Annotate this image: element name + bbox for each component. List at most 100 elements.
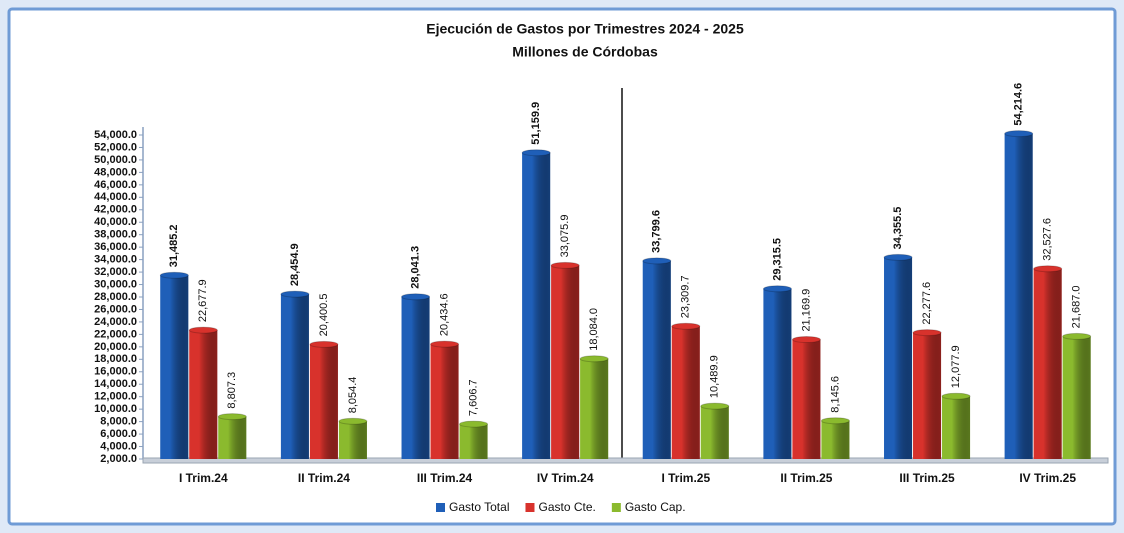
data-label: 32,527.6 (1042, 218, 1054, 261)
data-label: 33,075.9 (559, 215, 571, 258)
bar-top (338, 417, 368, 425)
bar-top (820, 417, 850, 425)
bar (1062, 332, 1092, 459)
y-tick-label: 50,000.0 (94, 154, 137, 166)
bar-shade (821, 420, 850, 459)
bar (671, 322, 701, 459)
bar-top (280, 290, 310, 298)
bar (762, 285, 792, 459)
bar-top (941, 392, 971, 400)
bar (642, 257, 672, 459)
bar (401, 293, 431, 459)
bar (459, 420, 489, 459)
y-tick-label: 42,000.0 (94, 204, 137, 216)
bar-shade (642, 260, 671, 459)
data-label: 31,485.2 (168, 224, 180, 267)
bar-top (791, 336, 821, 344)
bar-shade (459, 424, 488, 459)
x-tick-label: I Trim.24 (179, 471, 228, 485)
data-label: 51,159.9 (530, 102, 542, 145)
data-label: 8,145.6 (829, 376, 841, 413)
bar-shade (942, 396, 971, 459)
bar-top (1004, 130, 1034, 138)
bar-top (309, 340, 339, 348)
data-label: 34,355.5 (892, 207, 904, 250)
bar (159, 271, 189, 459)
bar-top (883, 253, 913, 261)
bar-top (159, 271, 189, 279)
data-label: 7,606.7 (467, 379, 479, 416)
bar-shade (160, 275, 189, 459)
chart-title: Ejecución de Gastos por Trimestres 2024 … (426, 21, 744, 37)
bar (941, 392, 971, 459)
bar (1004, 130, 1034, 459)
bar-shade (1062, 336, 1091, 459)
bar-top (671, 322, 701, 330)
x-tick-label: IV Trim.25 (1019, 471, 1076, 485)
bar-top (642, 257, 672, 265)
y-tick-label: 22,000.0 (94, 328, 137, 340)
bar-shade (189, 330, 218, 459)
y-tick-label: 4,000.0 (100, 440, 137, 452)
legend-swatch (525, 503, 535, 512)
y-tick-label: 26,000.0 (94, 303, 137, 315)
bar-shade (700, 406, 729, 459)
bar-top (401, 293, 431, 301)
bar-top (912, 329, 942, 337)
bar-shade (1033, 268, 1062, 459)
y-tick-label: 8,000.0 (100, 416, 137, 428)
x-tick-label: I Trim.25 (661, 471, 710, 485)
bar-shade (401, 296, 430, 459)
bar (883, 253, 913, 459)
y-tick-label: 36,000.0 (94, 241, 137, 253)
y-tick-label: 12,000.0 (94, 391, 137, 403)
bar-shade (551, 265, 580, 459)
bar-shade (763, 288, 792, 459)
bar-shade (309, 344, 338, 459)
bar (338, 417, 368, 459)
x-tick-label: II Trim.25 (780, 471, 832, 485)
bar-shade (884, 257, 913, 459)
data-label: 22,277.6 (921, 282, 933, 325)
bar (820, 417, 850, 459)
bar-top (521, 149, 551, 157)
x-tick-label: II Trim.24 (298, 471, 350, 485)
bar-top (217, 413, 247, 421)
legend-label: Gasto Total (449, 500, 509, 514)
bar (217, 413, 247, 459)
data-label: 20,400.5 (318, 294, 330, 337)
bar (309, 340, 339, 459)
y-tick-label: 20,000.0 (94, 341, 137, 353)
bar-top (762, 285, 792, 293)
data-label: 29,315.5 (771, 238, 783, 281)
bar-shade (913, 332, 942, 459)
bar-shade (671, 326, 700, 459)
y-tick-label: 38,000.0 (94, 229, 137, 241)
bar-top (459, 420, 489, 428)
data-label: 21,687.0 (1071, 286, 1083, 329)
legend-label: Gasto Cte. (538, 500, 595, 514)
x-tick-label: III Trim.24 (417, 471, 473, 485)
bar (700, 402, 730, 459)
bar (550, 261, 580, 459)
data-label: 20,434.6 (438, 293, 450, 336)
bar-shade (522, 152, 551, 459)
y-tick-label: 54,000.0 (94, 129, 137, 141)
data-label: 22,677.9 (197, 279, 209, 322)
x-tick-label: III Trim.25 (899, 471, 955, 485)
data-label: 12,077.9 (950, 345, 962, 388)
bar-top (1062, 332, 1092, 340)
bar-shade (338, 421, 367, 459)
y-tick-label: 52,000.0 (94, 141, 137, 153)
bar-top (550, 261, 580, 269)
y-tick-label: 46,000.0 (94, 179, 137, 191)
data-label: 8,807.3 (226, 372, 238, 409)
bar-shade (430, 344, 459, 459)
y-tick-label: 30,000.0 (94, 278, 137, 290)
y-tick-label: 14,000.0 (94, 378, 137, 390)
bar (791, 336, 821, 459)
data-label: 23,309.7 (680, 275, 692, 318)
y-tick-label: 6,000.0 (100, 428, 137, 440)
bar-top (700, 402, 730, 410)
